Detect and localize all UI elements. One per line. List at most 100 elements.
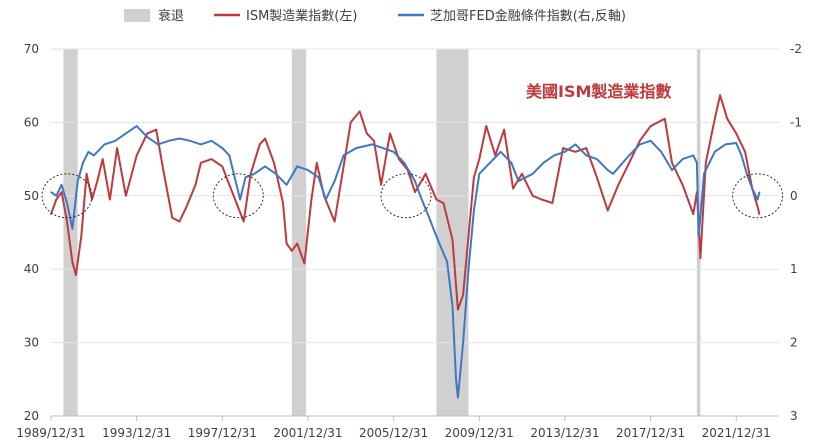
- fed-point: [50, 191, 52, 193]
- ism-point: [473, 176, 475, 179]
- fed-point: [553, 154, 555, 157]
- fed-point: [382, 147, 384, 149]
- fed-point: [564, 150, 566, 153]
- fed-point: [724, 143, 727, 146]
- ism-point: [649, 125, 652, 127]
- ism-point: [101, 158, 104, 160]
- ism-point: [380, 183, 382, 186]
- fed-point: [189, 139, 191, 142]
- ism-point: [310, 198, 313, 201]
- recession-band-2: [436, 49, 469, 416]
- ism-point: [714, 117, 716, 120]
- ism-point: [719, 94, 721, 97]
- ism-point: [585, 147, 588, 149]
- ism-point: [60, 191, 63, 193]
- fed-point: [696, 161, 698, 164]
- fed-point: [446, 261, 448, 263]
- fed-point: [638, 143, 641, 146]
- fed-point: [76, 180, 79, 182]
- fed-point: [317, 176, 320, 179]
- fed-point: [478, 172, 481, 175]
- fed-point: [239, 198, 241, 201]
- y-left-tick-label: 60: [24, 115, 39, 129]
- ism-point: [457, 308, 459, 311]
- ism-point: [699, 257, 702, 259]
- fed-point: [342, 154, 345, 157]
- ism-point: [574, 150, 577, 153]
- fed-point: [235, 183, 238, 186]
- y-right-tick-label: -2: [790, 42, 802, 56]
- fed-point: [253, 172, 256, 175]
- ism-point: [146, 132, 149, 135]
- ism-point: [291, 250, 293, 252]
- fed-point: [585, 154, 588, 157]
- ism-point: [628, 161, 630, 164]
- ism-point: [109, 198, 111, 201]
- fed-point: [333, 180, 336, 182]
- fed-point: [758, 191, 761, 193]
- ism-point: [333, 220, 336, 223]
- ism-point: [235, 202, 238, 204]
- ism-point: [424, 172, 427, 175]
- legend-recession-swatch: [124, 9, 150, 22]
- ism-point: [228, 183, 231, 186]
- fed-point: [403, 161, 406, 164]
- fed-point: [55, 195, 58, 197]
- fed-point: [671, 169, 673, 171]
- fed-point: [435, 235, 438, 237]
- fed-point: [167, 139, 170, 142]
- highlight-circle-1: [212, 173, 264, 219]
- ism-point: [194, 183, 197, 186]
- recession-band-0: [63, 49, 78, 416]
- ism-point: [744, 150, 746, 153]
- ism-point: [66, 220, 68, 223]
- fed-point: [740, 154, 743, 157]
- x-tick-label: 2021/12/31: [702, 426, 771, 440]
- fed-point: [221, 147, 224, 149]
- recession-band-1: [291, 49, 307, 416]
- y-right-tick-label: 2: [790, 336, 798, 350]
- ism-point: [758, 213, 761, 215]
- ism-point: [551, 202, 554, 204]
- ism-point: [210, 158, 213, 160]
- fed-point: [157, 143, 159, 146]
- fed-point: [517, 180, 520, 182]
- ism-point: [638, 139, 641, 142]
- ism-point: [303, 262, 306, 265]
- fed-point: [210, 139, 213, 142]
- ism-point: [681, 183, 684, 186]
- fed-point: [146, 136, 149, 138]
- ism-point: [692, 213, 695, 215]
- fed-point: [462, 341, 464, 344]
- fed-point: [499, 150, 502, 153]
- fed-point: [751, 187, 754, 190]
- legend-ism-label: ISM製造業指數(左): [246, 8, 357, 24]
- fed-point: [324, 198, 327, 201]
- ism-point: [606, 209, 609, 212]
- chart-annotation: 美國ISM製造業指數: [526, 82, 671, 101]
- ism-point: [85, 172, 88, 175]
- y-right-tick-label: -1: [790, 115, 802, 129]
- fed-point: [66, 202, 68, 204]
- ism-point: [373, 139, 375, 142]
- ism-point: [503, 128, 505, 131]
- ism-point: [96, 180, 99, 182]
- fed-point: [264, 165, 266, 168]
- ism-point: [185, 206, 188, 208]
- ism-point: [358, 110, 361, 113]
- highlight-circle-3: [732, 173, 784, 219]
- y-left-tick-label: 30: [24, 336, 39, 350]
- fed-point: [71, 228, 74, 230]
- ism-point: [671, 161, 673, 164]
- fed-point: [756, 198, 759, 201]
- fed-point: [473, 209, 475, 212]
- fed-point: [628, 154, 630, 157]
- ism-point: [242, 220, 245, 223]
- fed-point: [103, 143, 106, 146]
- ism-point: [705, 161, 707, 164]
- gridlines: [51, 48, 779, 417]
- y-right-tick-label: 3: [790, 409, 798, 423]
- ism-point: [155, 128, 158, 131]
- fed-point: [697, 235, 700, 237]
